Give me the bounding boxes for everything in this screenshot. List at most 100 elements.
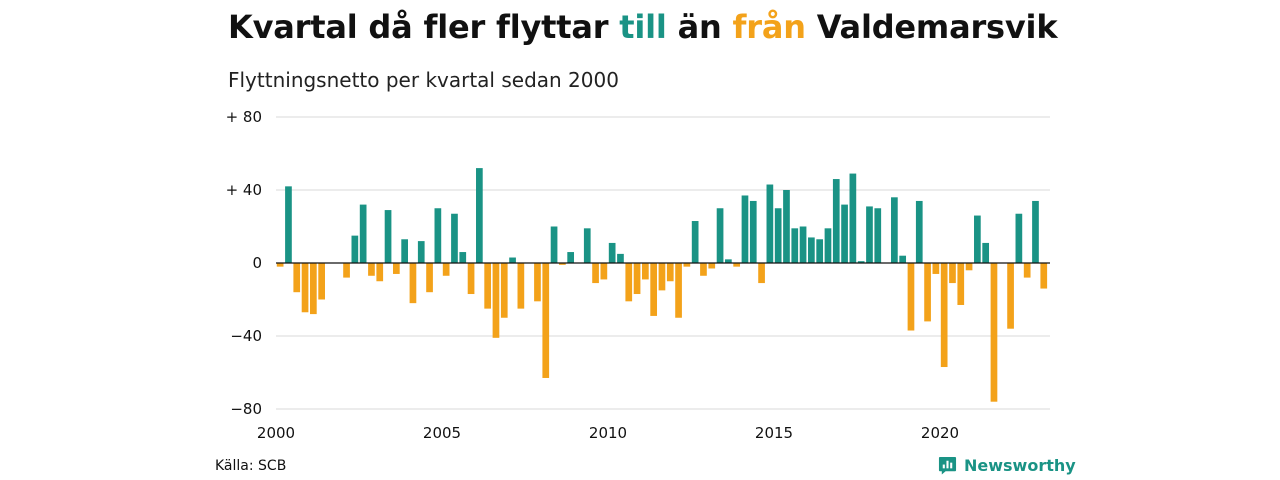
bar bbox=[799, 226, 807, 263]
bar bbox=[891, 197, 898, 263]
bar bbox=[384, 210, 392, 263]
y-tick-label: 0 bbox=[252, 254, 262, 272]
bar bbox=[841, 204, 848, 263]
x-tick-label: 2015 bbox=[755, 424, 793, 442]
newsworthy-logo-icon bbox=[938, 456, 957, 475]
bar bbox=[534, 263, 541, 302]
bar bbox=[310, 263, 317, 315]
bar bbox=[824, 228, 832, 263]
chart-title: Kvartal då fler flyttar till än från Val… bbox=[228, 8, 1058, 46]
bar bbox=[783, 190, 790, 263]
brand-logo: Newsworthy bbox=[938, 456, 1076, 475]
bar bbox=[409, 263, 417, 304]
bar bbox=[417, 241, 425, 263]
bar bbox=[874, 208, 882, 263]
bars bbox=[276, 168, 1048, 402]
bar bbox=[899, 255, 907, 263]
bar bbox=[1015, 213, 1023, 263]
bar bbox=[758, 263, 765, 284]
bar bbox=[567, 252, 575, 263]
x-tick-label: 2010 bbox=[589, 424, 627, 442]
bar bbox=[600, 263, 608, 280]
bar bbox=[476, 168, 483, 263]
bar bbox=[766, 184, 774, 263]
title-part2: än bbox=[666, 8, 733, 46]
bar bbox=[625, 263, 633, 302]
bar bbox=[492, 263, 500, 338]
bar bbox=[376, 263, 384, 282]
x-tick-label: 2005 bbox=[423, 424, 461, 442]
bar bbox=[343, 263, 350, 278]
bar bbox=[1040, 263, 1048, 289]
bar bbox=[633, 263, 641, 295]
title-part3: Valdemarsvik bbox=[805, 8, 1058, 46]
bar bbox=[708, 263, 716, 269]
x-tick-label: 2000 bbox=[257, 424, 295, 442]
title-part1: Kvartal då fler flyttar bbox=[228, 8, 620, 46]
bar bbox=[1023, 263, 1031, 278]
bar bbox=[368, 263, 375, 276]
bar bbox=[949, 263, 956, 284]
bar bbox=[276, 263, 284, 267]
bar bbox=[301, 263, 309, 313]
bar bbox=[442, 263, 450, 276]
bar bbox=[509, 257, 516, 263]
bar bbox=[974, 215, 981, 263]
bar bbox=[608, 242, 616, 263]
bar bbox=[484, 263, 492, 309]
bar bbox=[1032, 200, 1039, 263]
bar bbox=[700, 263, 707, 276]
bar bbox=[725, 259, 732, 263]
bar bbox=[658, 263, 666, 291]
bar bbox=[293, 263, 301, 293]
bar bbox=[500, 263, 508, 318]
bar bbox=[849, 173, 857, 263]
bar bbox=[774, 208, 782, 263]
bar bbox=[642, 263, 649, 280]
axes: + 80 + 40 0 −40 −80 2000 2005 2010 2015 2020 bbox=[226, 108, 1050, 442]
title-out-word: från bbox=[732, 8, 806, 46]
bar bbox=[832, 179, 840, 263]
bar bbox=[857, 261, 865, 263]
bar bbox=[982, 242, 990, 263]
bar bbox=[749, 200, 757, 263]
gridlines bbox=[276, 116, 1050, 410]
bar bbox=[791, 228, 799, 263]
x-tick-label: 2020 bbox=[921, 424, 959, 442]
bar bbox=[451, 213, 458, 263]
bar bbox=[940, 263, 948, 368]
bar bbox=[1007, 263, 1014, 329]
source-note: Källa: SCB bbox=[215, 458, 287, 474]
bar bbox=[915, 200, 923, 263]
bar bbox=[318, 263, 325, 300]
bar bbox=[691, 221, 699, 263]
bar bbox=[924, 263, 931, 322]
y-tick-label: + 80 bbox=[226, 108, 262, 126]
bar bbox=[517, 263, 525, 309]
bar bbox=[434, 208, 442, 263]
bar bbox=[426, 263, 433, 293]
bar bbox=[359, 204, 367, 263]
bar bbox=[459, 252, 467, 263]
bar bbox=[467, 263, 475, 295]
bar bbox=[650, 263, 658, 316]
bar bbox=[932, 263, 940, 274]
bar bbox=[716, 208, 724, 263]
brand-name: Newsworthy bbox=[964, 456, 1076, 475]
bar bbox=[808, 237, 815, 263]
bar bbox=[401, 239, 408, 263]
bar bbox=[683, 263, 691, 267]
bar bbox=[666, 263, 674, 282]
bar bbox=[550, 226, 558, 263]
y-tick-label: −40 bbox=[230, 327, 262, 345]
bar bbox=[617, 253, 624, 264]
bar bbox=[559, 263, 566, 265]
bar bbox=[583, 228, 591, 263]
bar bbox=[542, 263, 550, 378]
bar bbox=[592, 263, 599, 284]
bar bbox=[741, 195, 749, 263]
bar bbox=[957, 263, 965, 305]
bar bbox=[866, 206, 873, 263]
chart-subtitle: Flyttningsnetto per kvartal sedan 2000 bbox=[228, 68, 619, 92]
